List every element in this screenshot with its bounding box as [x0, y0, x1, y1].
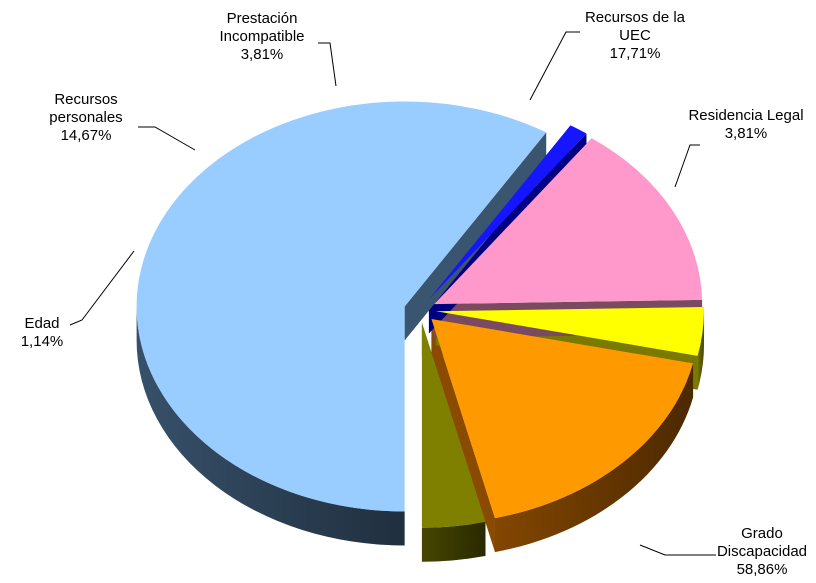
slice-side-shade-4 — [494, 363, 694, 553]
slice-0 — [136, 101, 547, 512]
data-label-value-1: 1,14% — [21, 333, 64, 350]
slice-cut-4-1 — [431, 318, 495, 553]
data-label-value-5: 3,81% — [725, 125, 768, 142]
data-label-3: Prestación Incompatible 3,81% — [219, 10, 304, 63]
slice-side-shade-0 — [136, 306, 405, 546]
leader-line-0 — [639, 544, 716, 556]
slice-3 — [435, 307, 704, 356]
data-label-name-3: Prestación — [227, 10, 298, 27]
slice-cut-0-1 — [404, 132, 547, 341]
data-label-5: Residencia Legal 3,81% — [688, 107, 803, 142]
data-label-name-5: Residencia Legal — [688, 107, 803, 124]
leader-line-5 — [674, 144, 700, 188]
slice-1 — [428, 125, 587, 300]
slice-4 — [431, 318, 694, 519]
leader-line-1 — [69, 250, 135, 326]
slice-side-shade-5 — [421, 521, 486, 562]
slice-side-shade-3 — [697, 311, 704, 390]
data-label-1: Edad 1,14% — [21, 315, 64, 350]
data-label-value-4: 17,71% — [610, 45, 661, 62]
data-label-name-2: personales — [49, 109, 122, 126]
slice-tops — [136, 101, 704, 528]
data-label-2: Recursos personales 14,67% — [49, 91, 122, 144]
slice-2 — [434, 138, 703, 305]
data-label-name-0: Grado — [741, 525, 783, 542]
data-label-0: Grado Discapacidad 58,86% — [717, 525, 807, 578]
data-labels: Grado Discapacidad 58,86% Edad 1,14% Recursos… — [21, 9, 807, 578]
data-label-4: Recursos de la UEC 17,71% — [585, 9, 686, 62]
data-label-name-1: Edad — [24, 315, 59, 332]
leader-lines — [69, 31, 716, 556]
leader-line-2 — [138, 126, 196, 151]
data-label-name-2: Recursos — [54, 91, 117, 108]
data-label-name-0: Discapacidad — [717, 543, 807, 560]
data-label-name-3: Incompatible — [219, 28, 304, 45]
data-label-value-0: 58,86% — [737, 561, 788, 578]
data-label-value-3: 3,81% — [241, 46, 284, 63]
leader-line-4 — [529, 31, 580, 101]
leader-line-3 — [318, 42, 337, 87]
data-label-name-4: UEC — [619, 27, 651, 44]
slice-5 — [421, 322, 486, 528]
data-label-value-2: 14,67% — [61, 127, 112, 144]
data-label-name-4: Recursos de la — [585, 9, 686, 26]
